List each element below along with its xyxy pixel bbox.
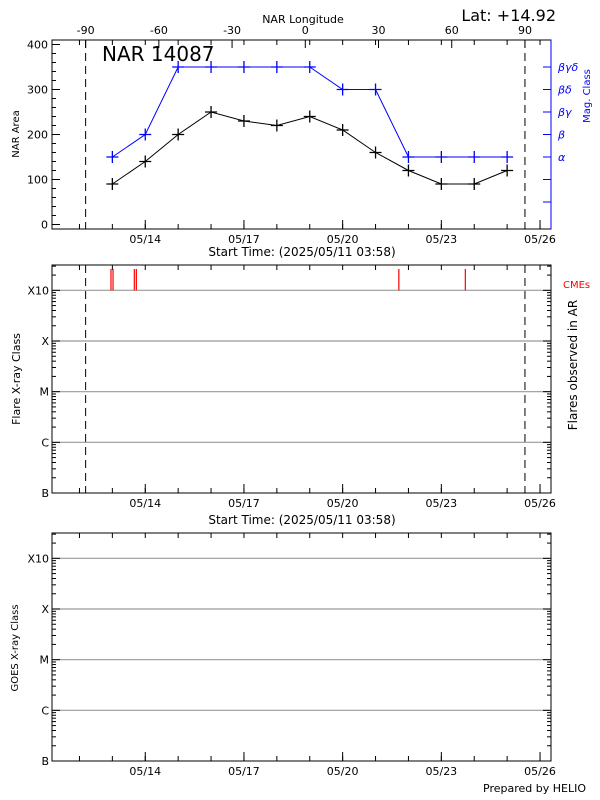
y2-tick-label: α [558, 151, 566, 164]
y-tick-label: X10 [27, 284, 49, 297]
x-tick-label: 05/26 [524, 765, 556, 778]
top-axis-tick-label: 60 [445, 24, 459, 37]
top-axis-tick-label: 90 [518, 24, 532, 37]
y-tick-label: X [41, 603, 49, 616]
panel2-xlabel: Start Time: (2025/05/11 03:58) [208, 513, 395, 527]
x-tick-label: 05/26 [524, 233, 556, 246]
top-axis-tick-label: -90 [77, 24, 95, 37]
mag-class-point [435, 151, 448, 163]
mag-class-point [139, 128, 152, 141]
y-tick-label: 300 [27, 84, 48, 97]
x-tick-label: 05/14 [129, 497, 161, 510]
x-tick-label: 05/20 [327, 497, 359, 510]
panel3-ylabel: GOES X-ray Class [10, 604, 21, 691]
panel1-ylabel: NAR Area [11, 110, 22, 157]
y-tick-label: 100 [27, 174, 48, 187]
nar-area-point [435, 178, 448, 190]
nar-area-point [106, 178, 119, 190]
mag-class-point [501, 151, 514, 163]
region-title: NAR 14087 [102, 42, 215, 66]
mag-class-point [468, 151, 481, 163]
top-axis-tick-label: -30 [223, 24, 241, 37]
x-tick-label: 05/23 [425, 765, 457, 778]
mag-class-point [106, 151, 119, 163]
nar-area-point [303, 110, 316, 123]
mag-class-point [270, 61, 283, 73]
mag-class-point [237, 61, 250, 73]
panel1-xlabel: Start Time: (2025/05/11 03:58) [208, 245, 395, 259]
y-tick-label: 400 [27, 39, 48, 52]
mag-class-point [336, 83, 349, 96]
y-tick-label: B [41, 755, 49, 768]
y-tick-label: C [41, 436, 49, 449]
nar-area-point [270, 119, 283, 132]
x-tick-label: 05/14 [129, 765, 161, 778]
x-tick-label: 05/23 [425, 233, 457, 246]
x-tick-label: 05/17 [228, 765, 260, 778]
panel1-y2label: Mag. Class [582, 69, 593, 123]
nar-area-point [501, 164, 514, 177]
nar-area-point [172, 128, 185, 141]
nar-area-point [237, 115, 250, 127]
mag-class-point [369, 83, 382, 96]
top-axis-label: NAR Longitude [262, 13, 344, 26]
y-tick-label: X [41, 335, 49, 348]
y2-tick-label: βδ [557, 84, 572, 97]
x-tick-label: 05/14 [129, 233, 161, 246]
panel3-frame [51, 532, 552, 762]
nar-area-line [112, 111, 508, 185]
nar-area-point [336, 124, 349, 136]
x-tick-label: 05/20 [327, 233, 359, 246]
top-axis-tick-label: 30 [372, 24, 386, 37]
x-tick-label: 05/26 [524, 497, 556, 510]
y2-tick-label: β [557, 129, 565, 142]
cme-label: CMEs [563, 280, 590, 291]
panel2-y2label: Flares observed in AR [566, 300, 580, 430]
y-tick-label: M [40, 386, 50, 399]
lat-label: Lat: +14.92 [461, 6, 556, 25]
y-tick-label: X10 [27, 552, 49, 565]
mag-class-point [172, 61, 185, 73]
nar-area-point [205, 106, 218, 118]
x-tick-label: 05/17 [228, 233, 260, 246]
y2-tick-label: βγδ [557, 61, 579, 74]
nar-area-point [468, 178, 481, 190]
x-tick-label: 05/23 [425, 497, 457, 510]
x-tick-label: 05/20 [327, 765, 359, 778]
y-tick-label: M [40, 654, 50, 667]
y-tick-label: C [41, 704, 49, 717]
mag-class-point [402, 151, 415, 163]
panel1-frame [51, 39, 552, 230]
y-tick-label: 0 [41, 219, 48, 232]
panel2-frame [51, 264, 552, 494]
y2-tick-label: βγ [557, 106, 572, 119]
top-axis-tick-label: 0 [302, 24, 309, 37]
panel2-ylabel: Flare X-ray Class [10, 333, 23, 425]
credit: Prepared by HELIO [483, 782, 586, 795]
y-tick-label: 200 [27, 129, 48, 142]
y-tick-label: B [41, 487, 49, 500]
top-axis-tick-label: -60 [150, 24, 168, 37]
x-tick-label: 05/17 [228, 497, 260, 510]
mag-class-point [303, 61, 316, 73]
nar-area-point [139, 155, 152, 168]
mag-class-point [205, 61, 218, 73]
nar-area-point [402, 164, 415, 177]
nar-area-point [369, 146, 382, 159]
